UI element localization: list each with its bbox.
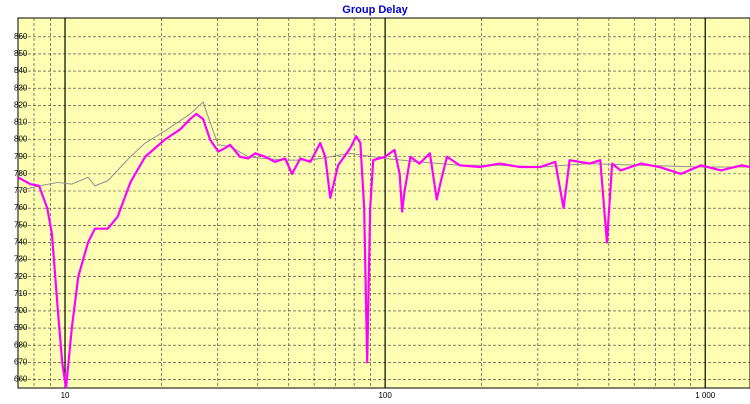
plot-area: [17, 17, 750, 389]
y-tick-label: 760: [14, 203, 28, 212]
y-tick-label: 690: [14, 323, 28, 332]
x-tick-label: 1 000: [695, 391, 716, 400]
x-tick-label: 100: [378, 391, 392, 400]
y-tick-label: 680: [14, 340, 28, 349]
y-tick-label: 860: [14, 32, 28, 41]
series-line: [18, 112, 750, 388]
y-tick-label: 730: [14, 255, 28, 264]
y-tick-label: 800: [14, 135, 28, 144]
y-tick-label: 780: [14, 169, 28, 178]
y-tick-label: 710: [14, 289, 28, 298]
x-tick-label: 10: [61, 391, 70, 400]
y-tick-label: 700: [14, 306, 28, 315]
y-tick-label: 660: [14, 375, 28, 384]
chart-title: Group Delay: [342, 4, 408, 16]
y-tick-label: 750: [14, 220, 28, 229]
y-tick-label: 810: [14, 118, 28, 127]
y-tick-label: 720: [14, 272, 28, 281]
y-tick-label: 670: [14, 357, 28, 366]
y-tick-label: 830: [14, 83, 28, 92]
y-tick-label: 740: [14, 238, 28, 247]
y-tick-label: 850: [14, 49, 28, 58]
y-tick-label: 790: [14, 152, 28, 161]
y-tick-label: 820: [14, 100, 28, 109]
y-tick-label: 840: [14, 66, 28, 75]
